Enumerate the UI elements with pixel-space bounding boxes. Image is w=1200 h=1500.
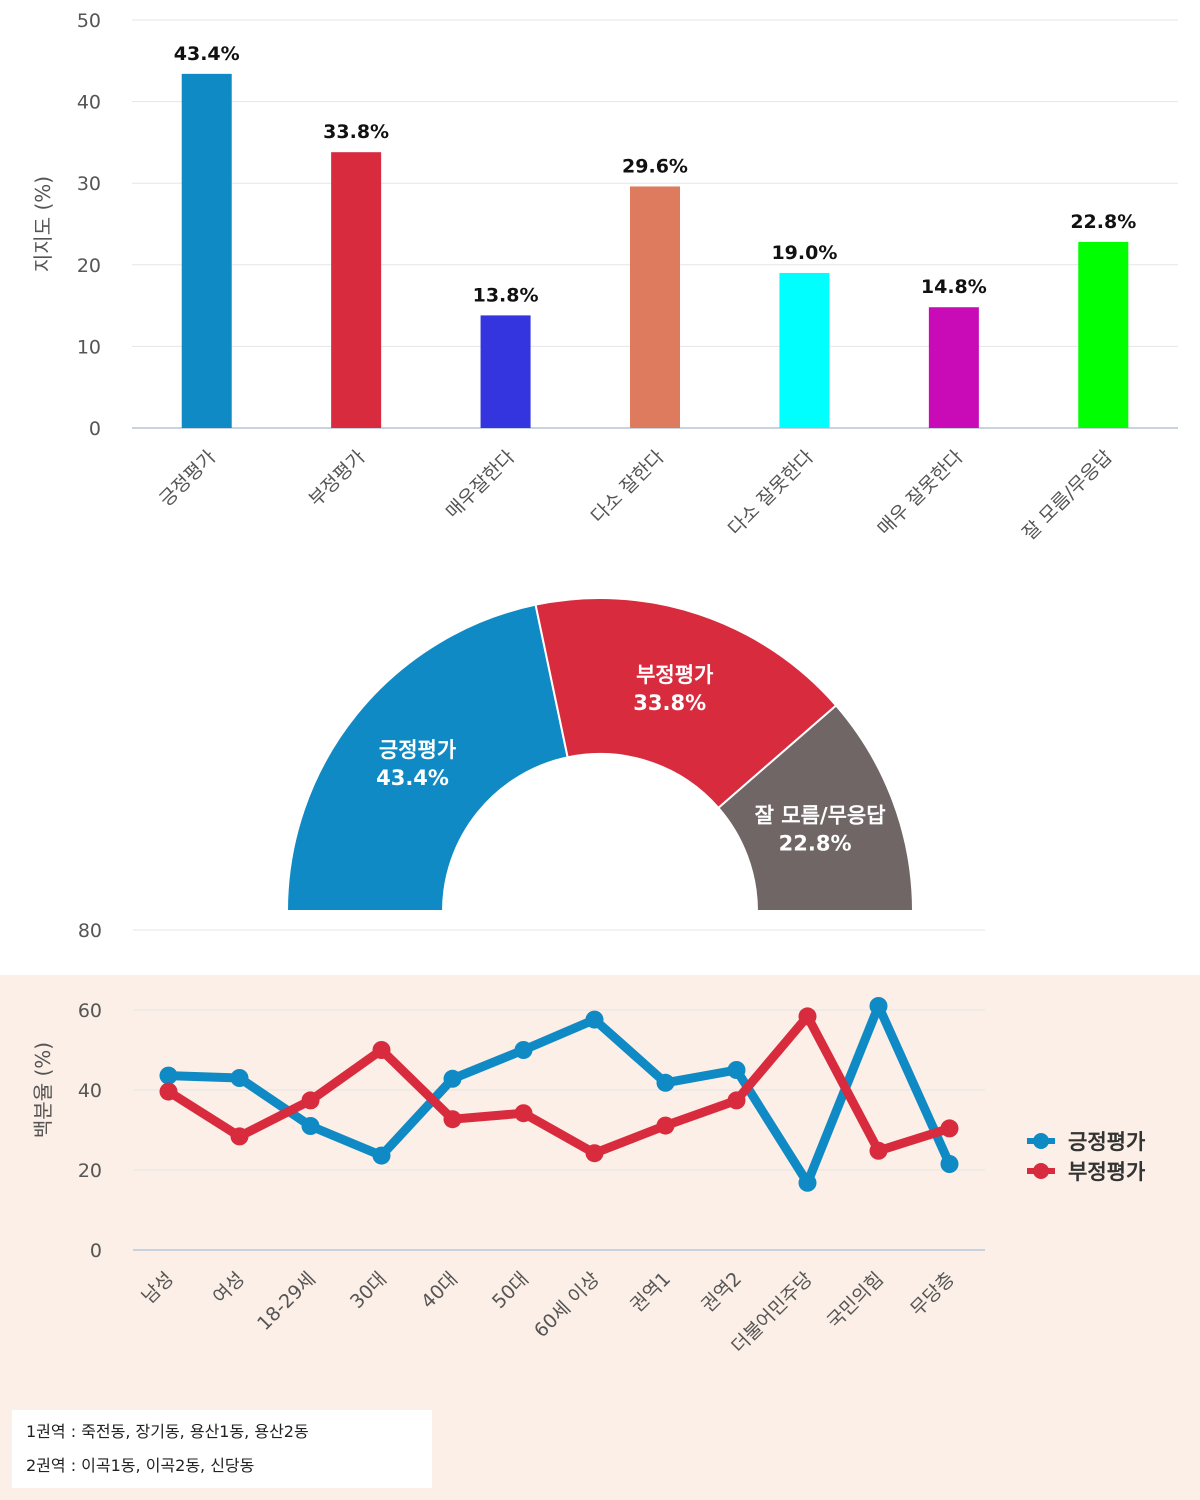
bar — [331, 152, 382, 428]
line-point — [798, 1173, 817, 1192]
line-point — [869, 1141, 888, 1160]
line-category-label: 여성 — [209, 1268, 249, 1308]
bar-data-label: 43.4% — [174, 43, 240, 65]
line-category-label: 60세 이상 — [530, 1268, 604, 1342]
bar-y-tick: 20 — [77, 255, 101, 277]
line-point — [230, 1127, 249, 1146]
line-point — [727, 1091, 746, 1110]
legend-label: 부정평가 — [1068, 1160, 1146, 1184]
line-y-tick: 20 — [78, 1160, 102, 1182]
bar-data-label: 19.0% — [771, 242, 837, 264]
line-y-tick: 40 — [78, 1080, 102, 1102]
bar-category-label: 다소 잘한다 — [587, 446, 669, 528]
line-point — [514, 1104, 533, 1123]
bar — [480, 315, 531, 428]
line-point — [656, 1073, 675, 1092]
line-category-label: 50대 — [488, 1268, 533, 1313]
line-category-label: 40대 — [417, 1268, 462, 1313]
line-point — [230, 1069, 249, 1087]
line-point — [656, 1116, 675, 1135]
bar-data-label: 33.8% — [323, 121, 389, 143]
line-point — [301, 1091, 320, 1110]
line-point — [585, 1010, 604, 1029]
bar-data-label: 29.6% — [622, 155, 688, 177]
line-point — [869, 997, 888, 1015]
legend-label: 긍정평가 — [1068, 1130, 1146, 1154]
line-point — [514, 1041, 533, 1059]
bar-data-label: 22.8% — [1070, 211, 1136, 233]
pie-slice — [717, 704, 915, 912]
region-note-2: 2권역 : 이곡1동, 이곡2동, 신당동 — [26, 1456, 255, 1475]
line-point — [372, 1146, 391, 1165]
line-category-label: 남성 — [138, 1268, 178, 1308]
bar-y-axis-title: 지지도 (%) — [31, 176, 55, 272]
legend-marker — [1033, 1133, 1049, 1149]
bar — [630, 186, 680, 428]
line-y-tick: 60 — [78, 1000, 102, 1022]
line-category-label: 30대 — [346, 1268, 391, 1313]
line-category-label: 국민의힘 — [823, 1268, 888, 1333]
line-point — [443, 1110, 462, 1129]
region-note-box: 1권역 : 죽전동, 장기동, 용산1동, 용산2동 2권역 : 이곡1동, 이… — [12, 1410, 432, 1488]
bar — [928, 307, 979, 428]
pie-slice-name: 잘 모름/무응답 — [755, 804, 886, 828]
bar-category-label: 잘 모름/무응답 — [1018, 446, 1117, 545]
line-point — [798, 1007, 817, 1026]
bar — [181, 73, 232, 428]
bar-data-label: 14.8% — [921, 276, 987, 298]
line-point — [443, 1069, 462, 1088]
pie-slice — [534, 597, 838, 810]
line-point — [727, 1061, 746, 1079]
line-series — [164, 1001, 954, 1188]
line-point — [159, 1066, 178, 1085]
pie-slice-value: 22.8% — [779, 832, 852, 856]
line-point — [301, 1117, 320, 1135]
bar-category-label: 긍정평가 — [155, 446, 220, 511]
line-point — [940, 1119, 959, 1138]
line-category-label: 무당층 — [906, 1268, 959, 1321]
line-point — [585, 1144, 604, 1163]
pie-slice-name: 긍정평가 — [379, 738, 457, 762]
line-category-label: 권역1 — [626, 1268, 675, 1317]
bar-y-tick: 10 — [77, 336, 101, 358]
pie-slice-value: 43.4% — [376, 766, 449, 790]
line-category-label: 18-29세 — [253, 1268, 320, 1335]
line-series — [164, 1011, 954, 1158]
bar — [779, 272, 830, 428]
line-point — [940, 1155, 959, 1173]
bar-category-label: 부정평가 — [305, 446, 370, 511]
bar-category-label: 매우 잘못한다 — [873, 446, 967, 540]
line-category-label: 권역2 — [697, 1268, 746, 1317]
bar-y-tick: 30 — [77, 173, 101, 195]
pie-slice-value: 33.8% — [633, 691, 706, 715]
bar-y-tick: 0 — [89, 418, 101, 440]
bar-category-label: 매우잘한다 — [442, 446, 519, 523]
line-point — [372, 1041, 391, 1059]
bar-y-tick: 40 — [77, 92, 101, 114]
pie-slice-name: 부정평가 — [636, 663, 714, 687]
line-y-tick: 0 — [90, 1240, 102, 1262]
pie-slice — [285, 603, 569, 912]
line-y-tick: 80 — [78, 920, 102, 942]
bar-data-label: 13.8% — [473, 284, 539, 306]
bar-category-label: 다소 잘못한다 — [724, 446, 818, 540]
line-y-axis-title: 백분율 (%) — [31, 1042, 55, 1138]
region-note-1: 1권역 : 죽전동, 장기동, 용산1동, 용산2동 — [26, 1422, 309, 1441]
legend-marker — [1033, 1163, 1049, 1179]
bar — [1078, 241, 1129, 428]
line-point — [159, 1082, 178, 1101]
bar-y-tick: 50 — [77, 10, 101, 32]
